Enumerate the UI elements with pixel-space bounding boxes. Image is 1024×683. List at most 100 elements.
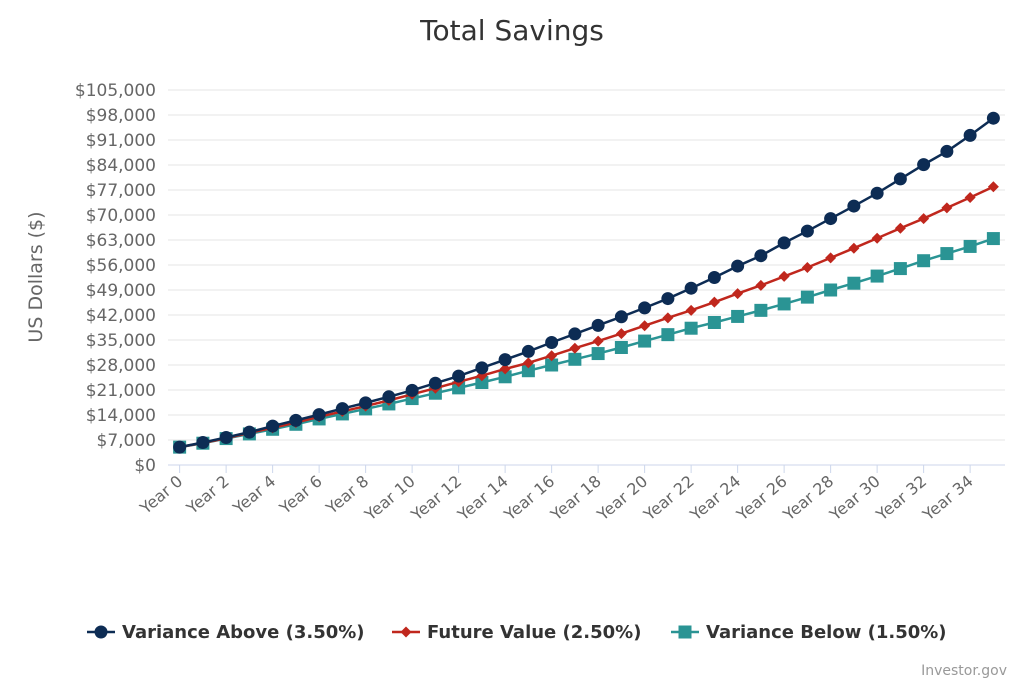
data-point[interactable] bbox=[917, 254, 931, 268]
legend-symbol bbox=[678, 625, 692, 639]
data-point[interactable] bbox=[521, 344, 535, 358]
data-point[interactable] bbox=[614, 310, 628, 324]
data-point[interactable] bbox=[800, 290, 814, 304]
data-point[interactable] bbox=[359, 396, 373, 410]
data-point[interactable] bbox=[614, 341, 628, 354]
legend-item[interactable]: Variance Below (1.50%) bbox=[671, 622, 947, 643]
data-point[interactable] bbox=[684, 321, 698, 335]
data-point[interactable] bbox=[428, 376, 442, 390]
data-point[interactable] bbox=[521, 364, 535, 378]
data-point[interactable] bbox=[847, 276, 861, 290]
data-point[interactable] bbox=[918, 213, 930, 225]
data-point[interactable] bbox=[893, 172, 907, 186]
data-point[interactable] bbox=[242, 425, 256, 439]
data-point[interactable] bbox=[591, 318, 605, 332]
data-point[interactable] bbox=[662, 312, 674, 324]
data-point[interactable] bbox=[871, 232, 883, 244]
data-point[interactable] bbox=[941, 202, 953, 214]
data-point[interactable] bbox=[986, 232, 1000, 246]
data-point[interactable] bbox=[824, 283, 838, 297]
data-point[interactable] bbox=[848, 242, 860, 254]
data-point[interactable] bbox=[940, 144, 954, 158]
data-point[interactable] bbox=[684, 281, 698, 295]
y-tick-label: $70,000 bbox=[86, 206, 156, 226]
data-point[interactable] bbox=[893, 262, 907, 276]
data-point[interactable] bbox=[522, 357, 534, 369]
data-point[interactable] bbox=[568, 352, 582, 366]
data-point[interactable] bbox=[825, 252, 837, 264]
data-point[interactable] bbox=[685, 304, 697, 316]
data-point[interactable] bbox=[545, 336, 559, 349]
data-point[interactable] bbox=[545, 358, 559, 372]
data-point[interactable] bbox=[778, 270, 790, 282]
data-point[interactable] bbox=[894, 222, 906, 234]
legend-item[interactable]: Variance Above (3.50%) bbox=[87, 622, 365, 643]
data-point[interactable] bbox=[289, 413, 303, 427]
data-point[interactable] bbox=[917, 158, 931, 172]
data-point[interactable] bbox=[638, 334, 652, 348]
data-point[interactable] bbox=[405, 383, 419, 397]
y-tick-label: $105,000 bbox=[75, 81, 156, 101]
data-point[interactable] bbox=[219, 431, 233, 444]
data-point[interactable] bbox=[266, 419, 280, 433]
legend-label: Variance Above (3.50%) bbox=[122, 622, 365, 643]
legend[interactable]: Variance Above (3.50%) Future Value (2.50… bbox=[87, 622, 947, 643]
data-point[interactable] bbox=[987, 181, 999, 193]
data-point[interactable] bbox=[661, 328, 675, 342]
data-point[interactable] bbox=[707, 271, 721, 284]
data-point[interactable] bbox=[964, 192, 976, 203]
data-point[interactable] bbox=[824, 212, 838, 226]
data-point[interactable] bbox=[452, 369, 466, 383]
data-point[interactable] bbox=[592, 335, 604, 347]
data-point[interactable] bbox=[639, 320, 651, 332]
data-point[interactable] bbox=[382, 390, 396, 404]
y-axis-label: US Dollars ($) bbox=[25, 211, 47, 342]
data-point[interactable] bbox=[475, 361, 489, 375]
data-point[interactable] bbox=[940, 247, 954, 261]
data-point[interactable] bbox=[731, 259, 745, 273]
data-point[interactable] bbox=[847, 199, 861, 213]
data-point[interactable] bbox=[986, 111, 1000, 125]
data-point[interactable] bbox=[475, 376, 489, 389]
data-point[interactable] bbox=[708, 296, 720, 308]
series-variance-above-3-50-[interactable] bbox=[173, 111, 1000, 454]
data-point[interactable] bbox=[498, 353, 512, 367]
data-point[interactable] bbox=[615, 328, 627, 340]
y-axis-ticks: $0 $7,000 $14,000 $21,000 $28,000 $35,000 $42,… bbox=[75, 81, 156, 476]
data-point[interactable] bbox=[498, 370, 512, 384]
data-point[interactable] bbox=[754, 249, 768, 263]
data-point[interactable] bbox=[568, 327, 582, 341]
data-point[interactable] bbox=[755, 279, 767, 291]
data-point[interactable] bbox=[707, 316, 721, 329]
x-tick-label: Year 16 bbox=[500, 472, 558, 525]
data-point[interactable] bbox=[754, 303, 768, 317]
data-point[interactable] bbox=[777, 236, 791, 250]
data-point[interactable] bbox=[638, 301, 652, 315]
data-point[interactable] bbox=[591, 347, 605, 361]
credit-label[interactable]: Investor.gov bbox=[921, 663, 1007, 679]
data-point[interactable] bbox=[870, 269, 884, 283]
data-point[interactable] bbox=[801, 262, 813, 273]
data-point[interactable] bbox=[499, 363, 511, 375]
data-point[interactable] bbox=[335, 402, 349, 416]
data-point[interactable] bbox=[963, 239, 977, 253]
x-tick-label: Year 34 bbox=[918, 472, 976, 525]
data-point[interactable] bbox=[777, 297, 791, 311]
data-point[interactable] bbox=[196, 436, 210, 449]
data-point[interactable] bbox=[173, 440, 187, 454]
data-point[interactable] bbox=[870, 186, 884, 200]
data-point[interactable] bbox=[661, 292, 675, 306]
data-point[interactable] bbox=[731, 309, 745, 323]
data-point[interactable] bbox=[963, 128, 977, 142]
data-point[interactable] bbox=[546, 350, 558, 362]
series-future-value-2-50-[interactable] bbox=[174, 181, 999, 453]
x-tick-label: Year 6 bbox=[275, 472, 326, 519]
data-point[interactable] bbox=[732, 288, 744, 300]
data-point[interactable] bbox=[569, 342, 581, 354]
data-point[interactable] bbox=[800, 224, 814, 238]
legend-item[interactable]: Future Value (2.50%) bbox=[392, 622, 641, 643]
data-point[interactable] bbox=[312, 408, 326, 422]
y-tick-label: $0 bbox=[134, 456, 156, 476]
data-point[interactable] bbox=[452, 381, 466, 395]
